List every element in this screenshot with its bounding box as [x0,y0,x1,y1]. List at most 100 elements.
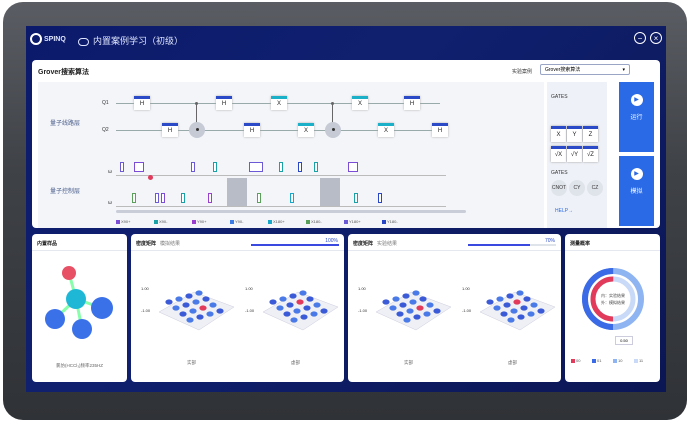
matrix-bar [165,299,173,305]
palette-gate-6[interactable]: √X [551,146,566,162]
legend-item: X180+ [268,219,285,224]
case-label: 实验案例 [512,69,533,75]
matrix-bar [382,299,390,305]
divider [32,250,127,251]
divider [348,250,561,251]
q2-gate-5[interactable]: H [432,123,448,137]
q1-gate-3[interactable]: X [271,96,287,110]
matrix-bar [276,305,284,311]
simulate-button[interactable]: ▶ 模拟 [619,156,654,226]
matrix-bar [196,314,204,320]
matrix-bar [419,296,427,302]
axis-bottom-label: -1.00 [462,308,472,313]
legend-label: X90+ [121,219,131,224]
density-title-text: 密度矩阵 [136,241,157,247]
pulse-block [181,193,185,203]
q2-gate-3[interactable]: X [298,123,314,137]
axis-top-label: 1.00 [245,286,254,291]
matrix-bar [486,299,494,305]
palette-gate-3[interactable]: X [551,126,566,142]
logo-text: SPINQ [44,35,66,43]
run-button[interactable]: ▶ 运行 [619,82,654,152]
control-line [196,104,197,130]
prob-legend-swatch [613,358,617,363]
pulse-block [208,193,212,203]
run-label: 运行 [630,115,643,121]
matrix-bar [520,305,528,311]
matrix-bar [516,290,524,296]
prob-legend-swatch [571,358,575,363]
q2-gate-4[interactable]: X [378,123,394,137]
circuit-panel: Grover搜索算法 实验案例 Grover搜索算法 ▾ 量子线路层 量子控制层… [32,60,660,228]
palette-gate-5[interactable]: Z [583,126,598,142]
matrix-bar [189,308,197,314]
legend-swatch [192,219,196,224]
q1-gate-4[interactable]: X [352,96,368,110]
axis-bottom-label: -1.00 [245,308,255,313]
density-matrix-plots: 1.00 -1.00 实部 1.00 -1.00 虚部 [358,286,556,366]
matrix-bar [403,317,411,323]
q2-gate-1[interactable]: H [162,123,178,137]
density-title: 密度矩阵 模拟结果 [136,240,180,247]
legend-swatch [344,219,348,224]
control-dot [195,102,198,105]
palette-gate-7[interactable]: √Y [567,146,582,162]
minimize-button[interactable]: − [634,32,646,44]
cy-gate[interactable]: CY [569,180,585,196]
cz-gate[interactable]: CZ [587,180,603,196]
matrix-bar [507,317,515,323]
q1-gate-2[interactable]: H [216,96,232,110]
close-button[interactable]: × [650,32,662,44]
timeline-scrollbar[interactable] [116,210,466,213]
matrix-bar [303,305,311,311]
matrix-bar [300,314,308,320]
simulate-label: 模拟 [630,189,643,195]
chevron-down-icon: ▾ [622,67,625,73]
gate-layer-label: 量子线路层 [50,121,81,127]
matrix-bar [426,302,434,308]
prob-legend-label: 00 [576,358,581,363]
control-wire-2 [116,206,446,207]
q1-gate-1[interactable]: H [134,96,150,110]
qubit-label-q1: Q1 [102,100,109,106]
matrix-bar [306,296,314,302]
matrix-bar [279,296,287,302]
help-link[interactable]: HELP→ [555,208,574,214]
progress-track [251,244,339,246]
legend-swatch [306,219,310,224]
play-icon: ▶ [630,168,643,180]
legend-item: X90- [154,219,167,224]
matrix-bar [179,311,187,317]
pulse-block [120,162,124,172]
pulse-block [132,193,136,203]
control-target-circle [325,122,341,138]
palette-gate-8[interactable]: √Z [583,146,598,162]
cnot-gate[interactable]: CNOT [551,180,567,196]
matrix-bar [286,302,294,308]
case-select[interactable]: Grover搜索算法 ▾ [540,64,630,75]
matrix-bar [320,308,328,314]
pulse-block [314,162,318,172]
control-layer-label: 量子控制层 [50,189,81,195]
matrix-bar [416,305,424,311]
divider [131,250,344,251]
progress-fill [251,244,339,246]
window-title: 内置案例学习（初级） [78,34,183,47]
sample-title: 内置样品 [37,241,58,247]
matrix-bar [402,293,410,299]
pulse-block [213,162,217,172]
pulse-block [354,193,358,203]
molecule-diagram [45,266,113,339]
legend-label: Y90- [235,219,244,224]
q2-gate-2[interactable]: H [244,123,260,137]
pulse-gray-block [227,178,247,206]
ring-center-inner: 内：实验结果 [601,293,625,298]
pulse-block [348,162,358,172]
plot-caption: 虚部 [508,359,517,366]
control-label-2: ω [108,200,112,206]
plot-caption: 实部 [404,359,413,366]
q1-gate-5[interactable]: H [404,96,420,110]
legend-item: Y90+ [192,219,206,224]
wire-q2 [116,130,440,131]
palette-gate-4[interactable]: Y [567,126,582,142]
